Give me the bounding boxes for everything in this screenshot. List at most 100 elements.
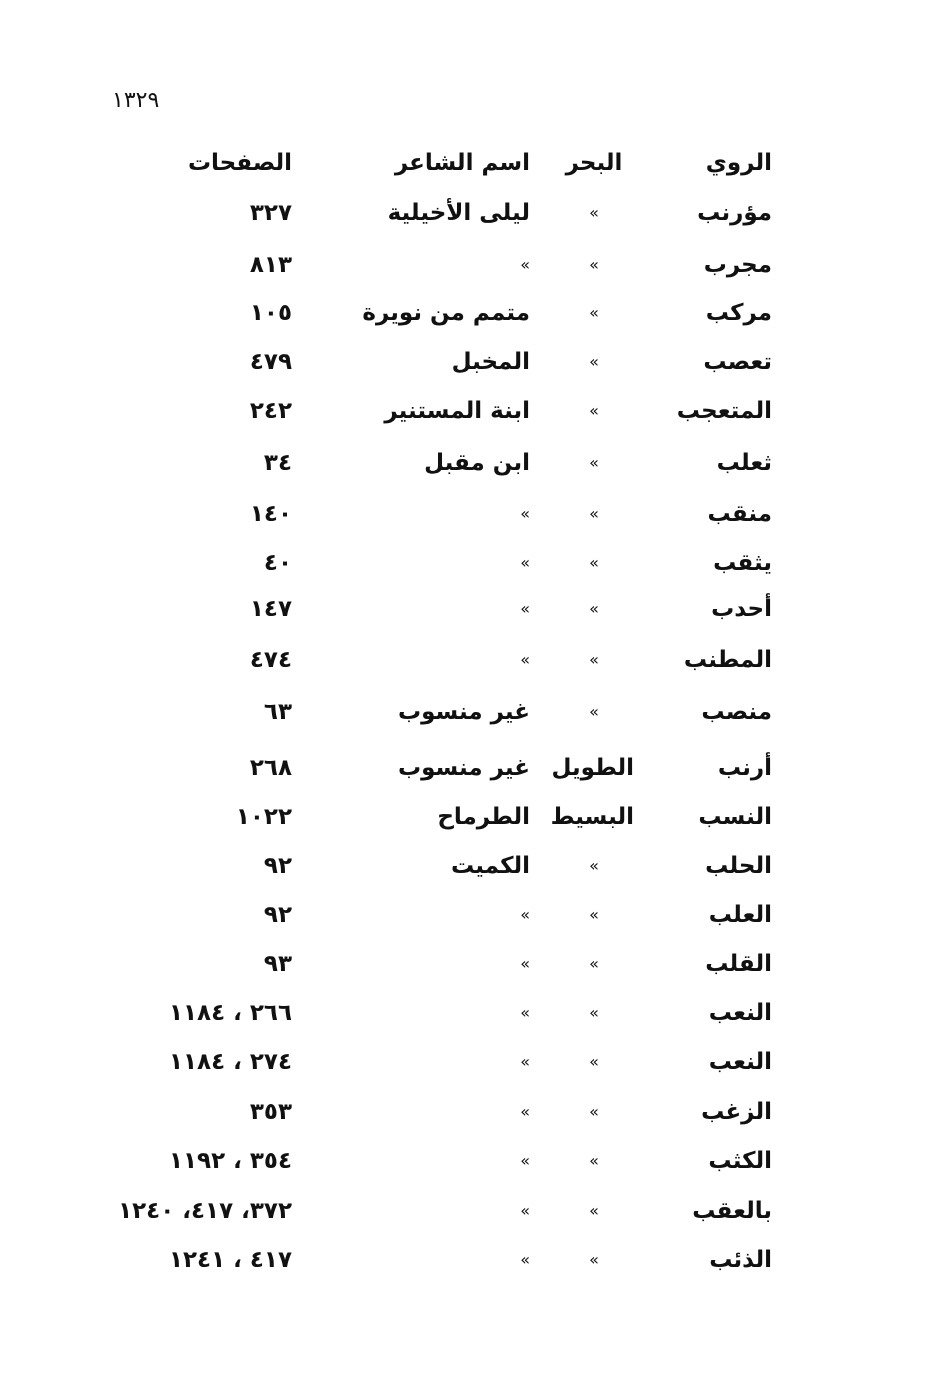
table-row: العلب » » ٩٢ xyxy=(0,893,934,937)
cell-pages: ٤١٧ ، ١٢٤١ xyxy=(168,1247,292,1273)
cell-pages: ٢٧٤ ، ١١٨٤ xyxy=(168,1049,292,1075)
cell-poet: » xyxy=(520,650,530,669)
table-row: مركب » متمم من نويرة ١٠٥ xyxy=(0,291,934,335)
cell-meter: » xyxy=(589,1151,599,1170)
cell-pages: ٣٤ xyxy=(263,450,292,476)
cell-pages: ١٠٥ xyxy=(249,300,292,326)
cell-pages: ٢٤٢ xyxy=(249,398,292,424)
table-row: منقب » » ١٤٠ xyxy=(0,492,934,536)
table-row: أرنب الطويل غير منسوب ٢٦٨ xyxy=(0,746,934,790)
cell-pages: ٤٧٤ xyxy=(249,647,292,673)
cell-rhyme: الحلب xyxy=(705,853,772,879)
table-row: المطنب » » ٤٧٤ xyxy=(0,638,934,682)
cell-pages: ١٤٠ xyxy=(249,501,292,527)
cell-poet: » xyxy=(520,599,530,618)
cell-pages: ٤٧٩ xyxy=(249,349,292,375)
cell-poet: » xyxy=(520,905,530,924)
table-row: النسب البسيط الطرماح ١٠٢٢ xyxy=(0,795,934,839)
cell-pages: ٤٠ xyxy=(263,550,292,576)
cell-meter: » xyxy=(589,702,599,721)
cell-rhyme: منصب xyxy=(701,699,772,725)
header-meter: البحر xyxy=(565,150,623,176)
cell-meter: » xyxy=(589,1052,599,1071)
cell-poet: غير منسوب xyxy=(398,755,530,781)
cell-pages: ٩٢ xyxy=(263,853,292,879)
cell-rhyme: الذئب xyxy=(709,1247,772,1273)
cell-rhyme: مجرب xyxy=(703,252,772,278)
cell-rhyme: النسب xyxy=(698,804,772,830)
cell-poet: ابنة المستنير xyxy=(384,398,530,424)
table-row: الكثب » » ٣٥٤ ، ١١٩٢ xyxy=(0,1139,934,1183)
cell-meter: » xyxy=(589,599,599,618)
table-row: الزغب » » ٣٥٣ xyxy=(0,1090,934,1134)
cell-pages: ١٤٧ xyxy=(249,596,292,622)
cell-pages: ٦٣ xyxy=(263,699,292,725)
cell-meter: » xyxy=(589,401,599,420)
cell-pages: ٣٥٣ xyxy=(249,1099,292,1125)
cell-poet: » xyxy=(520,1052,530,1071)
cell-rhyme: العلب xyxy=(708,902,772,928)
cell-rhyme: المطنب xyxy=(683,647,772,673)
cell-poet: » xyxy=(520,1201,530,1220)
cell-rhyme: الزغب xyxy=(701,1099,772,1125)
cell-poet: متمم من نويرة xyxy=(362,300,530,326)
cell-poet: المخبل xyxy=(451,349,530,375)
cell-pages: ٨١٣ xyxy=(249,252,292,278)
table-row: بالعقب » » ٣٧٢، ٤١٧، ١٢٤٠ xyxy=(0,1189,934,1233)
table-row: القلب » » ٩٣ xyxy=(0,942,934,986)
cell-pages: ١٠٢٢ xyxy=(235,804,292,830)
cell-poet: » xyxy=(520,1250,530,1269)
table-row: النعب » » ٢٦٦ ، ١١٨٤ xyxy=(0,991,934,1035)
cell-meter: » xyxy=(589,453,599,472)
table-header: الروي البحر اسم الشاعر الصفحات xyxy=(0,141,934,185)
cell-pages: ٢٦٨ xyxy=(249,755,292,781)
cell-pages: ٣٧٢، ٤١٧، ١٢٤٠ xyxy=(118,1198,292,1224)
cell-rhyme: الكثب xyxy=(708,1148,772,1174)
header-rhyme: الروي xyxy=(705,150,772,176)
page-number: ١٣٢٩ xyxy=(112,88,160,113)
cell-pages: ٩٢ xyxy=(263,902,292,928)
cell-rhyme: ثعلب xyxy=(716,450,772,476)
cell-rhyme: أرنب xyxy=(717,755,772,781)
table-row: النعب » » ٢٧٤ ، ١١٨٤ xyxy=(0,1040,934,1084)
cell-rhyme: مركب xyxy=(705,300,772,326)
cell-poet: الطرماح xyxy=(437,804,530,830)
cell-poet: » xyxy=(520,255,530,274)
cell-meter: » xyxy=(589,1201,599,1220)
cell-rhyme: بالعقب xyxy=(692,1198,772,1224)
cell-meter: » xyxy=(589,303,599,322)
cell-rhyme: مؤرنب xyxy=(697,200,772,226)
cell-meter: » xyxy=(589,352,599,371)
cell-rhyme: منقب xyxy=(707,501,772,527)
cell-poet: » xyxy=(520,1102,530,1121)
cell-rhyme: القلب xyxy=(705,951,772,977)
cell-pages: ٣٥٤ ، ١١٩٢ xyxy=(168,1148,292,1174)
table-row: أحدب » » ١٤٧ xyxy=(0,587,934,631)
cell-pages: ٣٢٧ xyxy=(249,200,292,226)
table-row: يثقب » » ٤٠ xyxy=(0,541,934,585)
cell-meter: » xyxy=(589,504,599,523)
table-row: مؤرنب » ليلى الأخيلية ٣٢٧ xyxy=(0,191,934,235)
cell-meter: » xyxy=(589,1003,599,1022)
cell-rhyme: يثقب xyxy=(713,550,772,576)
table-row: مجرب » » ٨١٣ xyxy=(0,243,934,287)
cell-meter: » xyxy=(589,553,599,572)
cell-poet: » xyxy=(520,1151,530,1170)
cell-rhyme: المتعجب xyxy=(676,398,772,424)
cell-meter: » xyxy=(589,954,599,973)
cell-pages: ٩٣ xyxy=(263,951,292,977)
table-row: منصب » غير منسوب ٦٣ xyxy=(0,690,934,734)
table-row: الحلب » الكميت ٩٢ xyxy=(0,844,934,888)
cell-poet: ابن مقبل xyxy=(424,450,530,476)
cell-poet: » xyxy=(520,1003,530,1022)
cell-meter: » xyxy=(589,856,599,875)
cell-meter: » xyxy=(589,905,599,924)
cell-rhyme: النعب xyxy=(708,1000,772,1026)
cell-pages: ٢٦٦ ، ١١٨٤ xyxy=(168,1000,292,1026)
cell-meter: » xyxy=(589,255,599,274)
header-poet: اسم الشاعر xyxy=(394,150,530,176)
cell-poet: » xyxy=(520,504,530,523)
cell-rhyme: أحدب xyxy=(711,596,772,622)
cell-meter: الطويل xyxy=(551,755,634,781)
cell-meter: » xyxy=(589,1250,599,1269)
